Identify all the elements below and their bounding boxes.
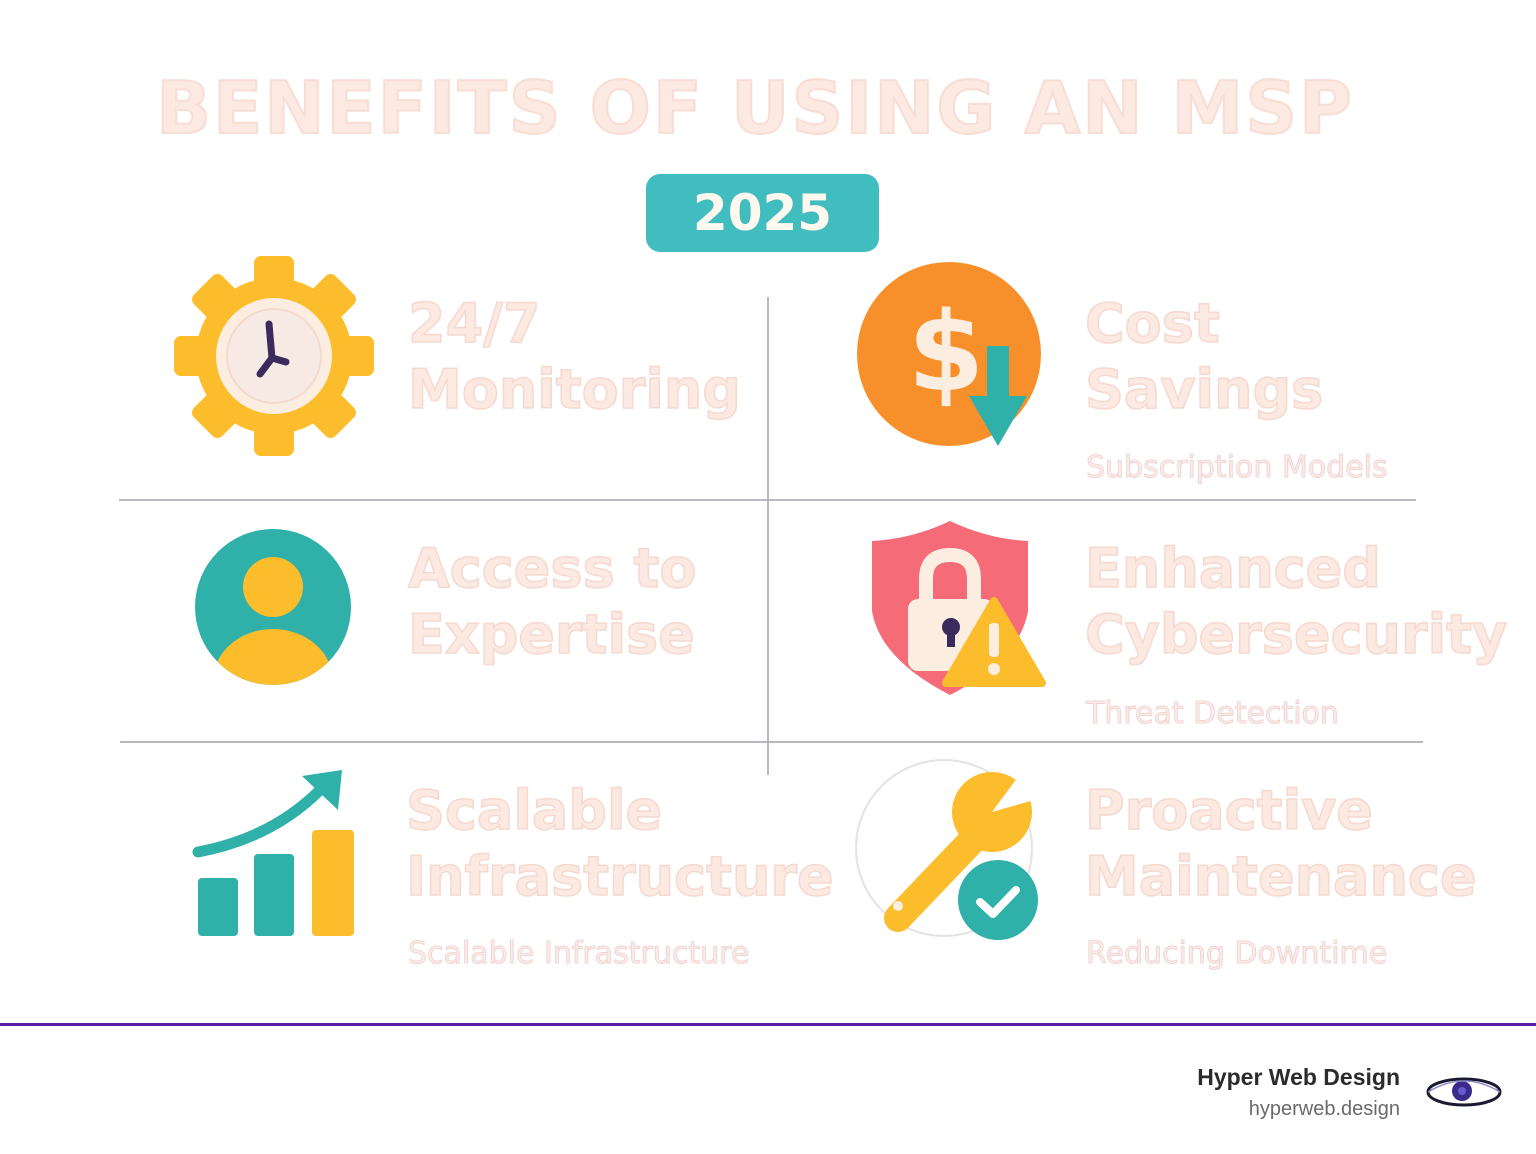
year-badge: 2025	[646, 174, 879, 252]
heading-line: Access to	[407, 536, 697, 601]
heading-line: Savings	[1084, 357, 1324, 422]
heading-line: Expertise	[407, 602, 695, 667]
heading-line: Cybersecurity	[1084, 602, 1508, 667]
user-avatar-icon	[195, 529, 351, 685]
benefit-subtitle-cybersecurity: Threat Detection	[1086, 696, 1340, 732]
gear-clock-icon	[174, 256, 374, 456]
heading-line: Cost	[1084, 291, 1220, 356]
benefit-subtitle-proactive-maintenance: Reducing Downtime	[1085, 936, 1388, 972]
hyperweb-logo-icon[interactable]	[1424, 1072, 1504, 1112]
dollar-down-arrow-icon: $	[857, 262, 1041, 446]
heading-line: Maintenance	[1084, 844, 1477, 909]
heading-line: Enhanced	[1084, 536, 1381, 601]
divider-horizontal-bottom	[120, 741, 1423, 743]
heading-line: Infrastructure	[405, 844, 834, 909]
shield-lock-warning-icon	[872, 521, 1046, 695]
heading-line: 24/7	[407, 291, 541, 356]
brand-url[interactable]: hyperweb.design	[1248, 1098, 1400, 1120]
benefit-subtitle-cost-savings: Subscription Models	[1086, 450, 1389, 486]
footer-divider	[0, 1023, 1536, 1026]
benefit-heading-expertise: Access to Expertise	[407, 536, 697, 668]
heading-line: Monitoring	[407, 357, 741, 422]
divider-horizontal-top	[119, 499, 1416, 501]
benefit-heading-scalable-infrastructure: Scalable Infrastructure	[405, 778, 834, 910]
heading-line: Proactive	[1084, 778, 1373, 843]
growth-chart-icon	[192, 770, 354, 936]
wrench-check-icon	[855, 759, 1044, 940]
benefit-heading-monitoring: 24/7 Monitoring	[407, 291, 741, 423]
brand-name[interactable]: Hyper Web Design	[1197, 1064, 1400, 1090]
divider-vertical	[767, 297, 769, 775]
heading-line: Scalable	[405, 778, 663, 843]
infographic-title: BENEFITS OF USING AN MSP	[155, 65, 1354, 151]
benefit-subtitle-scalable-infrastructure: Scalable Infrastructure	[407, 936, 750, 972]
svg-text:$: $	[908, 288, 985, 416]
benefit-heading-proactive-maintenance: Proactive Maintenance	[1084, 778, 1477, 910]
benefit-heading-cost-savings: Cost Savings	[1084, 291, 1324, 423]
benefit-heading-cybersecurity: Enhanced Cybersecurity	[1084, 536, 1508, 668]
